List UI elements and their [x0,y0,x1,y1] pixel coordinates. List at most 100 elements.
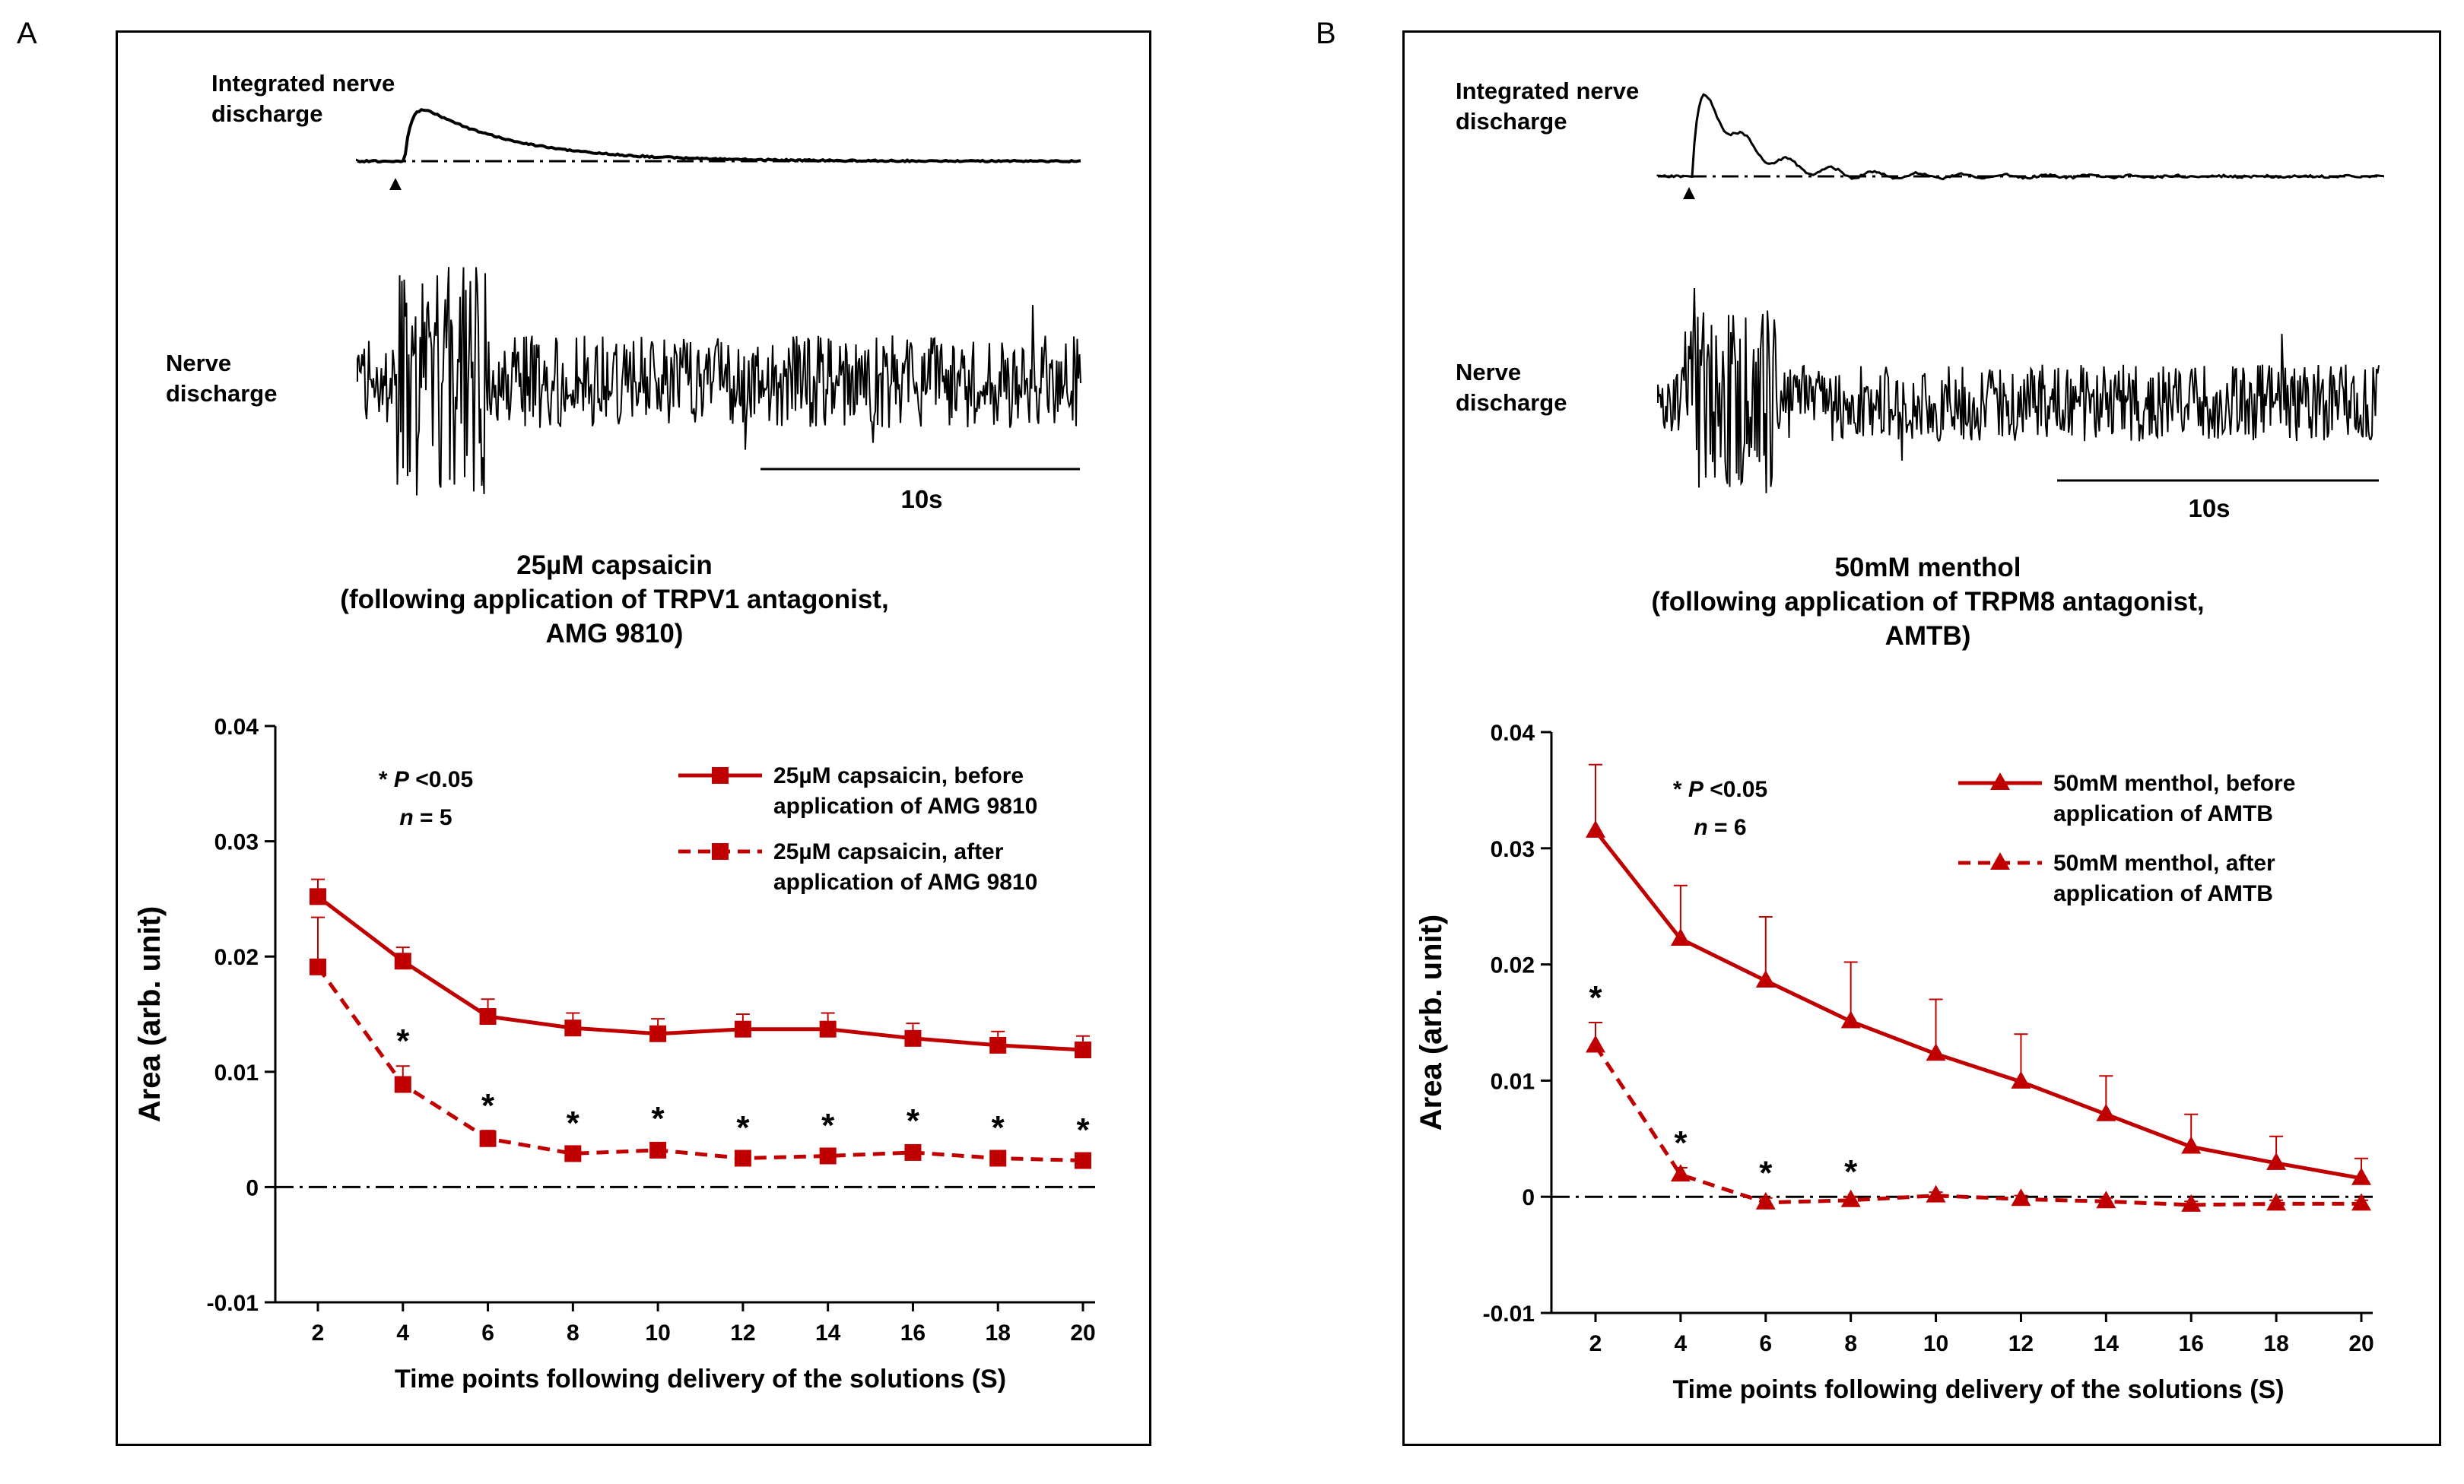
legend-label-1-line-2: application of AMG 9810 [773,794,1037,819]
data-point [734,1020,751,1038]
data-point [479,1130,497,1147]
x-tick-label: 10 [645,1321,670,1346]
x-tick-label: 6 [1759,1331,1772,1356]
data-point [1926,1043,1946,1061]
y-tick-label: -0.01 [207,1291,259,1316]
data-point [904,1029,922,1047]
data-point [310,958,326,975]
nerve-label-a-1: Nerve [166,350,231,376]
significance-star: * [907,1102,920,1140]
nerve-label-a-2: discharge [166,380,277,407]
data-point [1586,1035,1605,1053]
x-tick-label: 12 [730,1321,755,1346]
integrated-label-a-2: discharge [211,100,322,127]
y-axis-label: Area (arb. unit) [1415,915,1448,1130]
x-tick-label: 18 [2263,1331,2288,1356]
x-tick-label: 6 [481,1321,494,1346]
data-point [1755,969,1776,988]
data-point [310,888,326,905]
y-tick-label: 0.01 [214,1061,259,1086]
nerve-label-b-1: Nerve [1456,359,1521,385]
integrated-trace-a [356,108,1081,164]
x-tick-label: 16 [2179,1331,2204,1356]
data-point [904,1143,922,1161]
y-tick-label: 0.04 [214,715,259,740]
panel-b-letter: B [1316,17,1336,50]
data-point [564,1019,582,1037]
data-point [2351,1167,2371,1185]
data-point [2351,1193,2371,1211]
x-tick-label: 8 [567,1321,579,1346]
x-tick-label: 2 [1589,1331,1602,1356]
y-axis-label: Area (arb. unit) [133,906,167,1122]
data-point [1755,1191,1776,1210]
y-tick-label: 0 [246,1175,259,1200]
x-tick-label: 8 [1844,1331,1857,1356]
x-tick-label: 20 [1070,1321,1095,1346]
x-tick-label: 12 [2008,1331,2034,1356]
data-point [2266,1152,2287,1170]
data-point [1670,1164,1691,1182]
title-a-2: (following application of TRPV1 antagoni… [340,585,888,614]
series-line-1 [316,895,1084,1052]
nerve-label-b-2: discharge [1456,389,1567,416]
data-point [989,1149,1007,1167]
significance-star: * [567,1105,580,1142]
x-tick-label: 10 [1923,1331,1948,1356]
data-point [1075,1041,1091,1058]
integrated-label-a-1: Integrated nerve [211,70,395,97]
significance-star: * [1076,1111,1090,1149]
stimulus-marker-b [1683,187,1695,199]
x-tick-label: 14 [2094,1331,2119,1356]
data-point [564,1145,582,1162]
legend-marker-2 [712,843,729,860]
x-tick-label: 20 [2348,1331,2374,1356]
panel-a-frame [116,30,1151,1446]
data-point [2096,1103,2116,1121]
y-tick-label: 0.03 [214,830,259,855]
significance-star: * [652,1100,665,1137]
significance-star: * [736,1109,750,1146]
legend-label-1: 25µM capsaicin, before [773,763,1024,788]
data-point [1670,928,1691,946]
nerve-discharge-trace-a [357,267,1081,496]
panel-a-recordings: Integrated nerve discharge Nerve dischar… [166,70,1081,648]
data-point [1926,1184,1946,1203]
panel-b-frame [1402,30,2441,1446]
significance-annotation: * P <0.05 [379,767,473,792]
legend-label-2-line-2: application of AMTB [2053,881,2273,906]
x-axis-label: Time points following delivery of the so… [1672,1375,2284,1404]
significance-annotation: * P <0.05 [1673,777,1767,802]
panel-b-recordings: Integrated nerve discharge Nerve dischar… [1456,78,2384,651]
chart-a: 0.04 0.03 0.02 0.01 0 -0.01 2 4 6 8 10 12 14 16 18 20 Ti… [133,715,1096,1394]
title-a-1: 25µM capsaicin [516,550,713,580]
data-point [819,1020,837,1038]
series-line-2 [1593,1045,2361,1207]
series-line-1 [1594,829,2362,1181]
legend-marker-1 [712,767,729,784]
x-tick-label: 4 [396,1321,409,1346]
sample-size-annotation: n = 6 [1694,815,1746,840]
x-tick-label: 18 [986,1321,1011,1346]
data-point [819,1147,837,1165]
data-point [394,1076,411,1093]
legend-label-1: 50mM menthol, before [2053,771,2295,796]
sample-size-annotation: n = 5 [399,805,452,830]
data-point [2011,1188,2031,1207]
significance-star: * [1589,979,1602,1016]
data-point [479,1008,497,1026]
title-a-3: AMG 9810) [546,619,684,648]
integrated-label-b-2: discharge [1456,108,1567,135]
y-tick-label: 0.01 [1491,1069,1535,1094]
y-tick-label: 0 [1522,1185,1535,1210]
data-point [989,1036,1007,1054]
series-line-2 [316,966,1084,1162]
stimulus-marker-a [389,178,402,190]
title-b-2: (following application of TRPM8 antagoni… [1651,587,2204,617]
y-tick-label: 0.03 [1491,837,1535,862]
x-tick-label: 4 [1675,1331,1688,1356]
significance-star: * [1844,1153,1858,1191]
data-point [649,1025,667,1042]
data-point [1840,1189,1861,1207]
